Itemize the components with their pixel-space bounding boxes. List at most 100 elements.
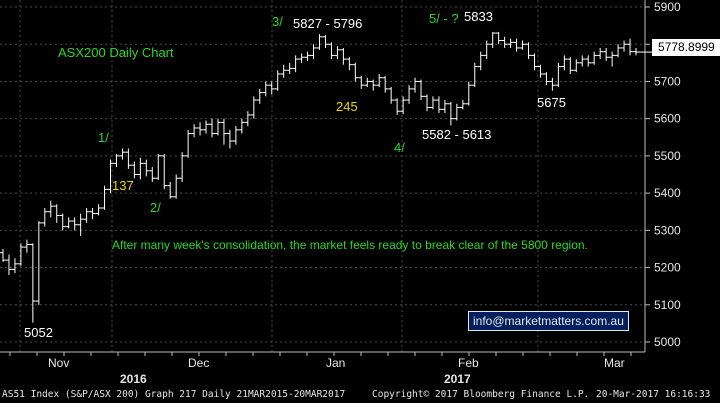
price-bar xyxy=(627,38,634,56)
price-bar xyxy=(77,213,84,236)
price-bar xyxy=(71,217,78,231)
price-bar xyxy=(441,100,448,114)
price-bar xyxy=(101,185,108,210)
price-bar xyxy=(11,258,18,274)
price-bar xyxy=(453,103,460,121)
price-bar xyxy=(543,72,550,86)
last-price-tag: 5778.8999 xyxy=(652,39,720,56)
y-tick-label: 5500 xyxy=(654,149,681,163)
price-bar xyxy=(286,62,293,74)
price-bar xyxy=(5,254,12,275)
wave-4-label: 4/ xyxy=(394,140,405,155)
price-bar xyxy=(310,44,317,60)
price-bar xyxy=(346,57,353,71)
price-bar xyxy=(364,77,371,88)
price-bar xyxy=(256,88,263,104)
price-bar xyxy=(89,208,96,220)
price-bar xyxy=(615,44,622,58)
price-bar xyxy=(585,55,592,67)
price-bar xyxy=(209,118,216,138)
footer-copyright: Copyright© 2017 Bloomberg Finance L.P. xyxy=(372,389,590,400)
price-bar xyxy=(322,34,329,48)
price-bar xyxy=(125,148,132,169)
wave-1-label: 1/ xyxy=(98,130,109,145)
price-bar xyxy=(382,75,389,93)
price-bar xyxy=(495,31,502,45)
price-bar xyxy=(95,204,102,216)
price-bar xyxy=(567,57,574,74)
price-bar xyxy=(400,96,407,115)
commentary-text: After many week's consolidation, the mar… xyxy=(112,238,588,252)
price-bar xyxy=(23,239,30,253)
price-bar xyxy=(137,157,144,180)
price-bar xyxy=(191,124,198,138)
price-bar xyxy=(531,53,538,71)
price-bar xyxy=(155,154,162,181)
wave-137-label: 137 xyxy=(112,178,134,193)
x-year-label: 2017 xyxy=(444,372,471,386)
price-bar xyxy=(507,38,514,48)
price-bar xyxy=(262,81,269,97)
price-bar xyxy=(53,204,60,223)
price-bar xyxy=(519,40,526,50)
price-bar xyxy=(621,40,628,52)
x-month-label: Mar xyxy=(604,356,625,370)
price-bar xyxy=(107,159,114,194)
price-bar xyxy=(537,64,544,78)
footer-security: AS51 Index (S&P/ASX 200) Graph 217 Daily… xyxy=(2,389,346,400)
price-bar xyxy=(292,55,299,73)
low-5052-label: 5052 xyxy=(24,325,53,340)
price-bar xyxy=(197,122,204,136)
price-bar xyxy=(83,208,90,223)
price-bar xyxy=(501,36,508,48)
price-bar xyxy=(0,248,6,262)
price-bar xyxy=(352,62,359,82)
price-bar xyxy=(603,47,610,61)
price-bar xyxy=(459,100,466,110)
price-bar xyxy=(418,79,425,101)
price-bar xyxy=(513,38,520,52)
price-bar xyxy=(29,243,36,323)
price-bar xyxy=(304,51,311,61)
price-bar xyxy=(471,62,478,88)
chart-title: ASX200 Daily Chart xyxy=(58,45,174,60)
price-bar xyxy=(561,55,568,71)
price-bar xyxy=(41,208,48,227)
price-bar xyxy=(203,120,210,134)
price-bar xyxy=(555,62,562,88)
price-bar xyxy=(185,129,192,158)
price-bar xyxy=(167,181,174,199)
x-month-label: Feb xyxy=(458,356,479,370)
wave-5-label: 5/ - ? xyxy=(429,11,459,26)
price-bar xyxy=(328,42,335,60)
price-bar xyxy=(113,154,120,168)
price-bar xyxy=(316,34,323,50)
price-bar xyxy=(388,87,395,104)
price-bar xyxy=(591,51,598,65)
price-bar xyxy=(358,75,365,89)
price-bar xyxy=(214,118,221,136)
price-bar xyxy=(525,42,532,60)
price-bar xyxy=(244,111,251,127)
price-bar xyxy=(59,213,66,231)
email-link[interactable]: info@marketmatters.com.au xyxy=(468,311,629,331)
price-bar xyxy=(394,98,401,115)
peak-3-label: 5827 - 5796 xyxy=(293,16,363,31)
price-bar xyxy=(489,31,496,48)
price-bar xyxy=(340,47,347,65)
price-bar xyxy=(334,46,341,60)
price-bar xyxy=(609,51,616,67)
price-bar xyxy=(549,77,556,91)
price-bar xyxy=(268,81,275,95)
y-tick-label: 5100 xyxy=(654,298,681,312)
price-bar xyxy=(179,152,186,182)
wave-3-label: 3/ xyxy=(272,14,283,29)
price-bar xyxy=(238,118,245,134)
price-bar xyxy=(579,55,586,67)
price-bar xyxy=(406,85,413,104)
low-5675-label: 5675 xyxy=(537,95,566,110)
price-bar xyxy=(376,74,383,88)
price-bar xyxy=(250,96,257,119)
price-bar xyxy=(173,174,180,199)
